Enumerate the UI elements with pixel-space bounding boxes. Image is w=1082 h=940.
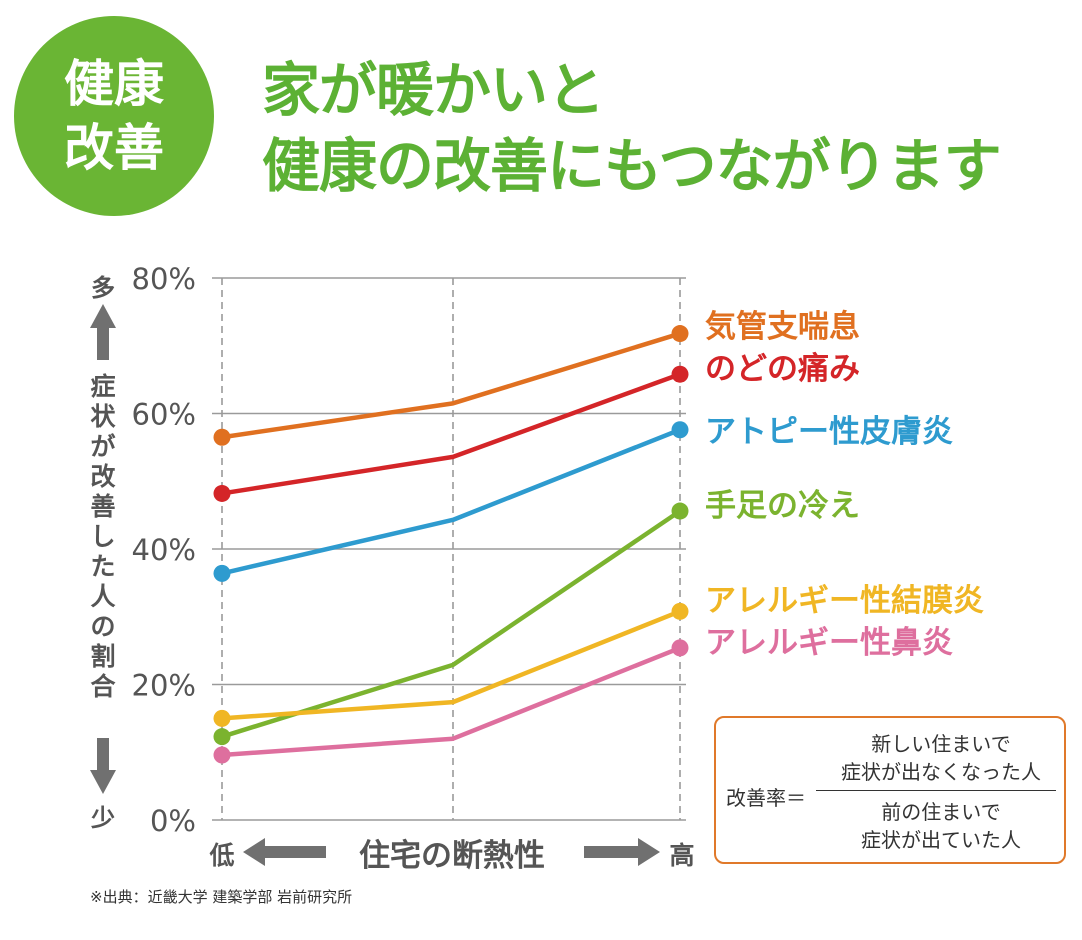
series-line-5 — [221, 645, 681, 758]
series-label: アレルギー性結膜炎 — [705, 583, 984, 619]
data-point — [213, 428, 231, 446]
y-axis-title-char: し — [90, 522, 115, 551]
data-point — [213, 484, 231, 502]
source-note: ※出典：近畿大学 建築学部 岩前研究所 — [90, 888, 353, 906]
health-improvement-badge: 健康 改善 — [14, 16, 214, 216]
y-tick-label: 80% — [132, 262, 196, 296]
formula-denominator: 前の住まいで 症状が出ていた人 — [818, 798, 1064, 854]
data-point — [213, 709, 231, 727]
y-tick-label: 0% — [150, 804, 196, 838]
badge-line-1: 健康 — [64, 55, 164, 113]
y-axis-title-char: 善 — [90, 492, 115, 521]
formula-label: 改善率＝ — [726, 786, 806, 810]
y-tick-label: 20% — [132, 669, 196, 703]
denominator-line-2: 症状が出ていた人 — [861, 828, 1021, 852]
series-line-0 — [221, 331, 681, 440]
y-tick-label: 60% — [132, 398, 196, 432]
fraction-bar — [816, 790, 1056, 791]
data-point — [671, 639, 689, 657]
denominator-line-1: 前の住まいで — [881, 800, 1001, 824]
right-arrow-icon — [584, 838, 660, 866]
y-axis-title-char: の — [90, 612, 115, 641]
down-arrow-icon — [90, 770, 116, 794]
y-axis-more-label: 多 — [91, 274, 115, 302]
y-axis-title-char: 割 — [90, 642, 115, 671]
y-axis-title-char: 合 — [90, 672, 116, 701]
y-axis-less-label: 少 — [90, 804, 115, 832]
data-point — [671, 325, 689, 343]
headline-line-2: 健康の改善にもつながります — [262, 132, 1002, 200]
series-label: アレルギー性鼻炎 — [705, 625, 953, 661]
data-point — [671, 365, 689, 383]
improvement-rate-formula-box: 改善率＝ 新しい住まいで 症状が出なくなった人 前の住まいで 症状が出ていた人 — [714, 716, 1066, 864]
headline-line-1: 家が暖かいと — [262, 56, 605, 124]
data-point — [213, 564, 231, 582]
series-label: 気管支喘息 — [705, 309, 860, 345]
badge-line-2: 改善 — [64, 119, 164, 177]
y-axis-title-char: が — [90, 432, 115, 461]
headline: 家が暖かいと 健康の改善にもつながります — [262, 52, 1002, 204]
x-axis-title: 住宅の断熱性 — [359, 838, 545, 874]
left-arrow-icon — [243, 838, 326, 866]
series-line-1 — [221, 372, 681, 496]
series-line-4 — [221, 609, 681, 721]
y-axis-title-char: 状 — [90, 402, 116, 431]
formula-numerator: 新しい住まいで 症状が出なくなった人 — [818, 730, 1064, 786]
series-label: 手足の冷え — [705, 488, 860, 524]
data-point — [213, 746, 231, 764]
x-axis-high-label: 高 — [669, 841, 694, 870]
series-label: のどの痛み — [705, 351, 860, 387]
up-arrow-icon — [90, 304, 116, 328]
up-arrow-shaft — [97, 326, 109, 360]
numerator-line-2: 症状が出なくなった人 — [841, 760, 1041, 784]
y-axis-title-char: 改 — [90, 462, 115, 491]
data-point — [213, 728, 231, 746]
series-line-2 — [221, 427, 681, 576]
y-axis-title-char: 人 — [90, 582, 115, 611]
series-label: アトピー性皮膚炎 — [705, 414, 953, 450]
y-tick-label: 40% — [132, 533, 196, 567]
down-arrow-shaft — [97, 738, 109, 774]
y-axis-title-char: た — [90, 552, 115, 581]
x-axis-low-label: 低 — [208, 841, 234, 870]
y-axis-title-char: 症 — [90, 372, 115, 401]
numerator-line-1: 新しい住まいで — [871, 732, 1011, 756]
data-point — [671, 421, 689, 439]
data-point — [671, 502, 689, 520]
data-point — [671, 602, 689, 620]
